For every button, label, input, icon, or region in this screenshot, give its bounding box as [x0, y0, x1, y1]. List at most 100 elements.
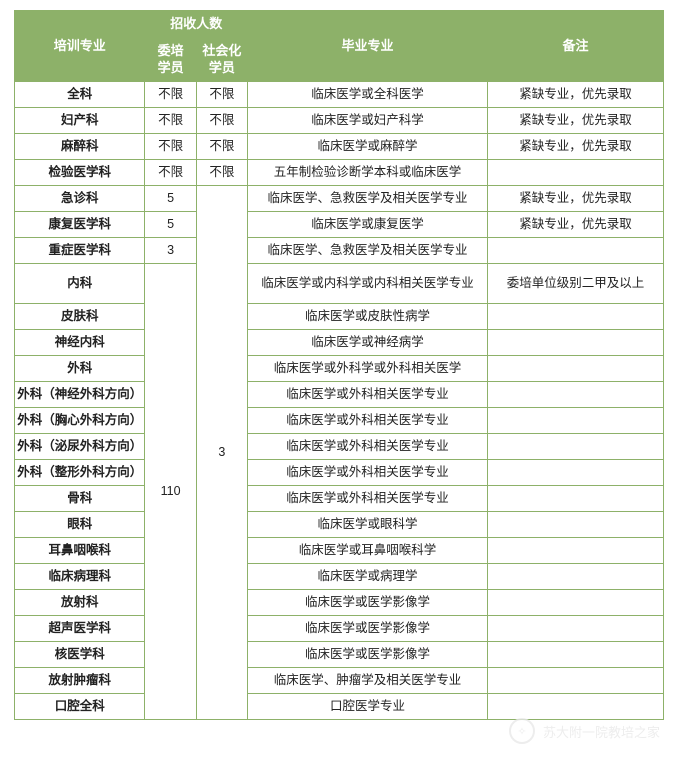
- table-head: 培训专业 招收人数 毕业专业 备注 委培学员 社会化学员: [15, 11, 664, 82]
- cell-note: [488, 459, 664, 485]
- watermark-text: 苏大附一院教培之家: [543, 722, 660, 741]
- col-header-enroll: 招收人数: [145, 11, 248, 38]
- table-row: 重症医学科3临床医学、急救医学及相关医学专业: [15, 237, 664, 263]
- cell-spec: 外科: [15, 355, 145, 381]
- cell-spec: 口腔全科: [15, 693, 145, 719]
- cell-note: 紧缺专业，优先录取: [488, 211, 664, 237]
- cell-spec: 皮肤科: [15, 303, 145, 329]
- cell-grad: 口腔医学专业: [248, 693, 488, 719]
- cell-note: [488, 537, 664, 563]
- table-row: 眼科 临床医学或眼科学: [15, 511, 664, 537]
- cell-grad: 临床医学或外科相关医学专业: [248, 485, 488, 511]
- cell-wei: 不限: [145, 81, 196, 107]
- table-row: 全科不限不限临床医学或全科医学紧缺专业，优先录取: [15, 81, 664, 107]
- cell-spec: 外科（神经外科方向）: [15, 381, 145, 407]
- cell-note: [488, 303, 664, 329]
- col-header-spec: 培训专业: [15, 11, 145, 82]
- col-header-grad: 毕业专业: [248, 11, 488, 82]
- table-row: 外科（胸心外科方向） 临床医学或外科相关医学专业: [15, 407, 664, 433]
- cell-grad: 临床医学或全科医学: [248, 81, 488, 107]
- cell-note: [488, 237, 664, 263]
- cell-she-merged: 3: [196, 185, 247, 719]
- cell-note: 紧缺专业，优先录取: [488, 107, 664, 133]
- cell-grad: 临床医学或外科相关医学专业: [248, 381, 488, 407]
- cell-grad: 临床医学或眼科学: [248, 511, 488, 537]
- table-row: 外科（神经外科方向） 临床医学或外科相关医学专业: [15, 381, 664, 407]
- table-row: 外科临床医学或外科学或外科相关医学: [15, 355, 664, 381]
- cell-spec: 全科: [15, 81, 145, 107]
- cell-note: [488, 511, 664, 537]
- table-row: 麻醉科不限不限临床医学或麻醉学紧缺专业，优先录取: [15, 133, 664, 159]
- table-row: 康复医学科5 临床医学或康复医学紧缺专业，优先录取: [15, 211, 664, 237]
- table-row: 妇产科不限不限临床医学或妇产科学紧缺专业，优先录取: [15, 107, 664, 133]
- table-row: 内科110临床医学或内科学或内科相关医学专业委培单位级别二甲及以上: [15, 263, 664, 303]
- cell-note: [488, 433, 664, 459]
- cell-spec: 妇产科: [15, 107, 145, 133]
- cell-note: 紧缺专业，优先录取: [488, 81, 664, 107]
- cell-note: [488, 159, 664, 185]
- cell-grad: 临床医学或内科学或内科相关医学专业: [248, 263, 488, 303]
- table-row: 骨科 临床医学或外科相关医学专业: [15, 485, 664, 511]
- col-subheader-she: 社会化学员: [196, 37, 247, 81]
- cell-spec: 神经内科: [15, 329, 145, 355]
- cell-spec: 检验医学科: [15, 159, 145, 185]
- table-row: 皮肤科临床医学或皮肤性病学: [15, 303, 664, 329]
- cell-wei: 5: [145, 211, 196, 237]
- table-body: 全科不限不限临床医学或全科医学紧缺专业，优先录取妇产科不限不限临床医学或妇产科学…: [15, 81, 664, 719]
- cell-spec: 骨科: [15, 485, 145, 511]
- cell-grad: 临床医学或医学影像学: [248, 641, 488, 667]
- cell-note: [488, 381, 664, 407]
- cell-spec: 外科（泌尿外科方向）: [15, 433, 145, 459]
- cell-spec: 急诊科: [15, 185, 145, 211]
- cell-grad: 临床医学或康复医学: [248, 211, 488, 237]
- cell-she: 不限: [196, 81, 247, 107]
- cell-grad: 临床医学或耳鼻咽喉科学: [248, 537, 488, 563]
- cell-grad: 临床医学或外科相关医学专业: [248, 433, 488, 459]
- cell-she: 不限: [196, 159, 247, 185]
- table-row: 外科（整形外科方向）临床医学或外科相关医学专业: [15, 459, 664, 485]
- cell-she: 不限: [196, 133, 247, 159]
- watermark: ✧ 苏大附一院教培之家: [509, 718, 660, 744]
- cell-spec: 眼科: [15, 511, 145, 537]
- cell-grad: 五年制检验诊断学本科或临床医学: [248, 159, 488, 185]
- cell-spec: 耳鼻咽喉科: [15, 537, 145, 563]
- cell-note: 紧缺专业，优先录取: [488, 133, 664, 159]
- table-row: 超声医学科 临床医学或医学影像学: [15, 615, 664, 641]
- cell-note: [488, 407, 664, 433]
- cell-grad: 临床医学或麻醉学: [248, 133, 488, 159]
- cell-spec: 麻醉科: [15, 133, 145, 159]
- cell-note: 紧缺专业，优先录取: [488, 185, 664, 211]
- cell-spec: 外科（胸心外科方向）: [15, 407, 145, 433]
- cell-grad: 临床医学或外科相关医学专业: [248, 407, 488, 433]
- cell-spec: 外科（整形外科方向）: [15, 459, 145, 485]
- cell-spec: 重症医学科: [15, 237, 145, 263]
- table-row: 放射科 临床医学或医学影像学: [15, 589, 664, 615]
- cell-spec: 放射科: [15, 589, 145, 615]
- cell-note: [488, 589, 664, 615]
- cell-grad: 临床医学或病理学: [248, 563, 488, 589]
- table-row: 口腔全科 口腔医学专业: [15, 693, 664, 719]
- cell-wei: 不限: [145, 159, 196, 185]
- table-row: 急诊科53临床医学、急救医学及相关医学专业紧缺专业，优先录取: [15, 185, 664, 211]
- table-row: 放射肿瘤科临床医学、肿瘤学及相关医学专业: [15, 667, 664, 693]
- cell-wei: 5: [145, 185, 196, 211]
- cell-grad: 临床医学或医学影像学: [248, 589, 488, 615]
- cell-note: [488, 667, 664, 693]
- cell-grad: 临床医学、肿瘤学及相关医学专业: [248, 667, 488, 693]
- table-row: 临床病理科 临床医学或病理学: [15, 563, 664, 589]
- cell-note: 委培单位级别二甲及以上: [488, 263, 664, 303]
- cell-she: 不限: [196, 107, 247, 133]
- cell-grad: 临床医学或医学影像学: [248, 615, 488, 641]
- table-row: 耳鼻咽喉科 临床医学或耳鼻咽喉科学: [15, 537, 664, 563]
- cell-spec: 临床病理科: [15, 563, 145, 589]
- cell-spec: 康复医学科: [15, 211, 145, 237]
- cell-wei: 3: [145, 237, 196, 263]
- cell-grad: 临床医学或神经病学: [248, 329, 488, 355]
- cell-spec: 超声医学科: [15, 615, 145, 641]
- table-row: 检验医学科不限不限五年制检验诊断学本科或临床医学: [15, 159, 664, 185]
- cell-note: [488, 563, 664, 589]
- cell-spec: 核医学科: [15, 641, 145, 667]
- table-row: 核医学科 临床医学或医学影像学: [15, 641, 664, 667]
- cell-note: [488, 485, 664, 511]
- cell-wei-merged: 110: [145, 263, 196, 719]
